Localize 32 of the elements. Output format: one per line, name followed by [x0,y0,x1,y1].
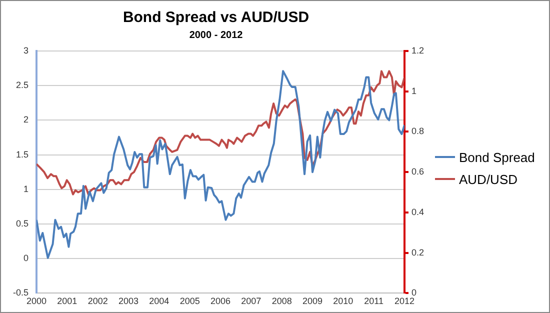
y2-tick-label: 0.4 [411,206,424,217]
x-tick-label: 2001 [57,296,78,306]
y2-tick-label: 1 [411,86,417,96]
x-tick-label: 2011 [364,296,384,306]
x-tick-label: 2002 [88,296,108,306]
x-tick-label: 2006 [210,296,231,306]
y2-tick-label: 0.6 [411,166,424,177]
chart-title: Bond Spread vs AUD/USD [122,9,310,26]
x-tick-label: 2012 [394,296,415,306]
chart-subtitle: 2000 - 2012 [189,30,244,41]
y2-tick-label: 1.2 [411,45,424,56]
y-tick-label: 1 [23,184,29,194]
y2-tick-label: 0.2 [411,247,424,258]
y-tick-label: -0.5 [12,288,29,298]
y-tick-label: 2.5 [16,80,29,90]
y-tick-label: 0.5 [16,218,29,228]
x-tick-label: 2007 [241,296,262,306]
legend-label: AUD/USD [459,172,518,186]
y-tick-label: 2 [23,114,29,125]
y-tick-label: 1.5 [16,149,29,160]
y-tick-label: 3 [23,45,29,56]
y-tick-label: 0 [23,253,29,264]
x-tick-label: 2008 [272,296,292,306]
x-tick-label: 2010 [333,296,354,306]
x-tick-label: 2003 [118,296,139,306]
y2-tick-label: 0 [411,288,417,298]
x-tick-label: 2000 [26,296,47,306]
x-tick-label: 2005 [180,296,200,306]
x-tick-label: 2009 [302,296,323,306]
legend-label: Bond Spread [459,150,535,164]
x-tick-label: 2004 [149,296,170,306]
y2-tick-label: 0.8 [411,126,424,136]
